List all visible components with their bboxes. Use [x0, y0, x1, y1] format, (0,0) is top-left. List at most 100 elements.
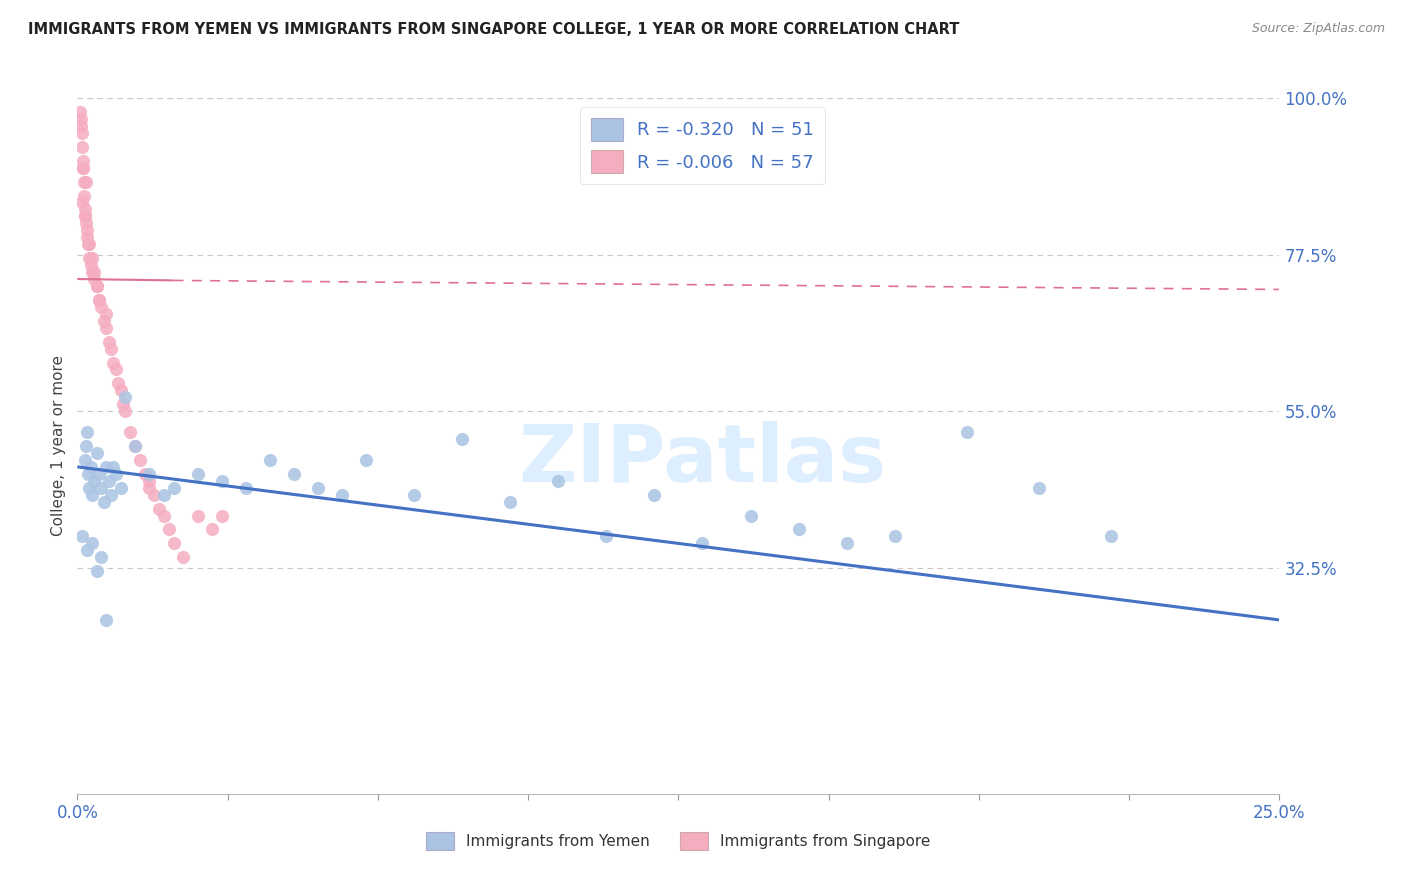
Point [104, 467, 127, 481]
Point [162, 536, 184, 550]
Point [76, 543, 98, 558]
Point [72, 175, 94, 189]
Point [100, 488, 122, 502]
Point [69, 112, 91, 126]
Point [402, 488, 425, 502]
Point [172, 550, 194, 565]
Point [80, 258, 103, 272]
Point [93, 494, 115, 508]
Point [186, 508, 209, 523]
Point [86, 446, 108, 460]
Point [90, 300, 112, 314]
Point [83, 474, 105, 488]
Point [103, 355, 125, 369]
Point [186, 467, 209, 481]
Text: ZIPatlas: ZIPatlas [519, 421, 887, 499]
Point [740, 508, 762, 523]
Point [138, 467, 160, 481]
Point [90, 550, 112, 565]
Point [153, 508, 176, 523]
Point [79, 251, 101, 265]
Point [70, 126, 93, 140]
Point [835, 536, 858, 550]
Point [956, 425, 979, 439]
Point [73, 453, 96, 467]
Point [87, 293, 110, 307]
Point [75, 439, 97, 453]
Point [114, 390, 136, 404]
Point [499, 494, 522, 508]
Point [96, 320, 118, 334]
Point [124, 439, 146, 453]
Point [330, 488, 353, 502]
Point [201, 523, 224, 537]
Point [211, 474, 233, 488]
Point [97, 334, 120, 349]
Point [76, 425, 98, 439]
Point [124, 439, 146, 453]
Point [76, 230, 98, 244]
Point [80, 536, 103, 550]
Point [110, 384, 132, 398]
Point [83, 272, 105, 286]
Point [103, 459, 125, 474]
Point [79, 237, 101, 252]
Point [643, 488, 665, 502]
Point [354, 453, 377, 467]
Point [148, 501, 170, 516]
Point [86, 564, 108, 578]
Point [75, 216, 97, 230]
Point [138, 474, 160, 488]
Point [547, 474, 569, 488]
Point [96, 459, 118, 474]
Point [70, 195, 93, 210]
Point [451, 432, 474, 446]
Point [138, 481, 160, 495]
Point [114, 404, 136, 418]
Point [73, 202, 96, 217]
Point [143, 488, 166, 502]
Point [97, 474, 120, 488]
Point [80, 265, 103, 279]
Legend: Immigrants from Yemen, Immigrants from Singapore: Immigrants from Yemen, Immigrants from S… [420, 826, 936, 855]
Point [1099, 529, 1122, 543]
Point [595, 529, 617, 543]
Point [77, 467, 100, 481]
Point [79, 481, 101, 495]
Y-axis label: College, 1 year or more: College, 1 year or more [51, 356, 66, 536]
Point [883, 529, 905, 543]
Point [72, 153, 94, 168]
Point [110, 481, 132, 495]
Point [87, 293, 110, 307]
Point [70, 140, 93, 154]
Point [90, 481, 112, 495]
Point [77, 237, 100, 252]
Point [75, 175, 97, 189]
Point [80, 459, 103, 474]
Point [259, 453, 281, 467]
Point [69, 105, 91, 120]
Point [692, 536, 714, 550]
Point [235, 481, 257, 495]
Point [93, 314, 115, 328]
Point [72, 161, 94, 175]
Point [70, 119, 93, 133]
Point [211, 508, 233, 523]
Point [73, 210, 96, 224]
Point [96, 307, 118, 321]
Point [80, 251, 103, 265]
Point [70, 529, 93, 543]
Point [157, 523, 180, 537]
Point [1028, 481, 1050, 495]
Text: IMMIGRANTS FROM YEMEN VS IMMIGRANTS FROM SINGAPORE COLLEGE, 1 YEAR OR MORE CORRE: IMMIGRANTS FROM YEMEN VS IMMIGRANTS FROM… [28, 22, 959, 37]
Point [107, 376, 129, 391]
Point [73, 188, 96, 202]
Point [153, 488, 176, 502]
Point [104, 362, 127, 376]
Point [162, 481, 184, 495]
Text: Source: ZipAtlas.com: Source: ZipAtlas.com [1251, 22, 1385, 36]
Point [87, 467, 110, 481]
Point [72, 161, 94, 175]
Point [134, 467, 156, 481]
Point [100, 342, 122, 356]
